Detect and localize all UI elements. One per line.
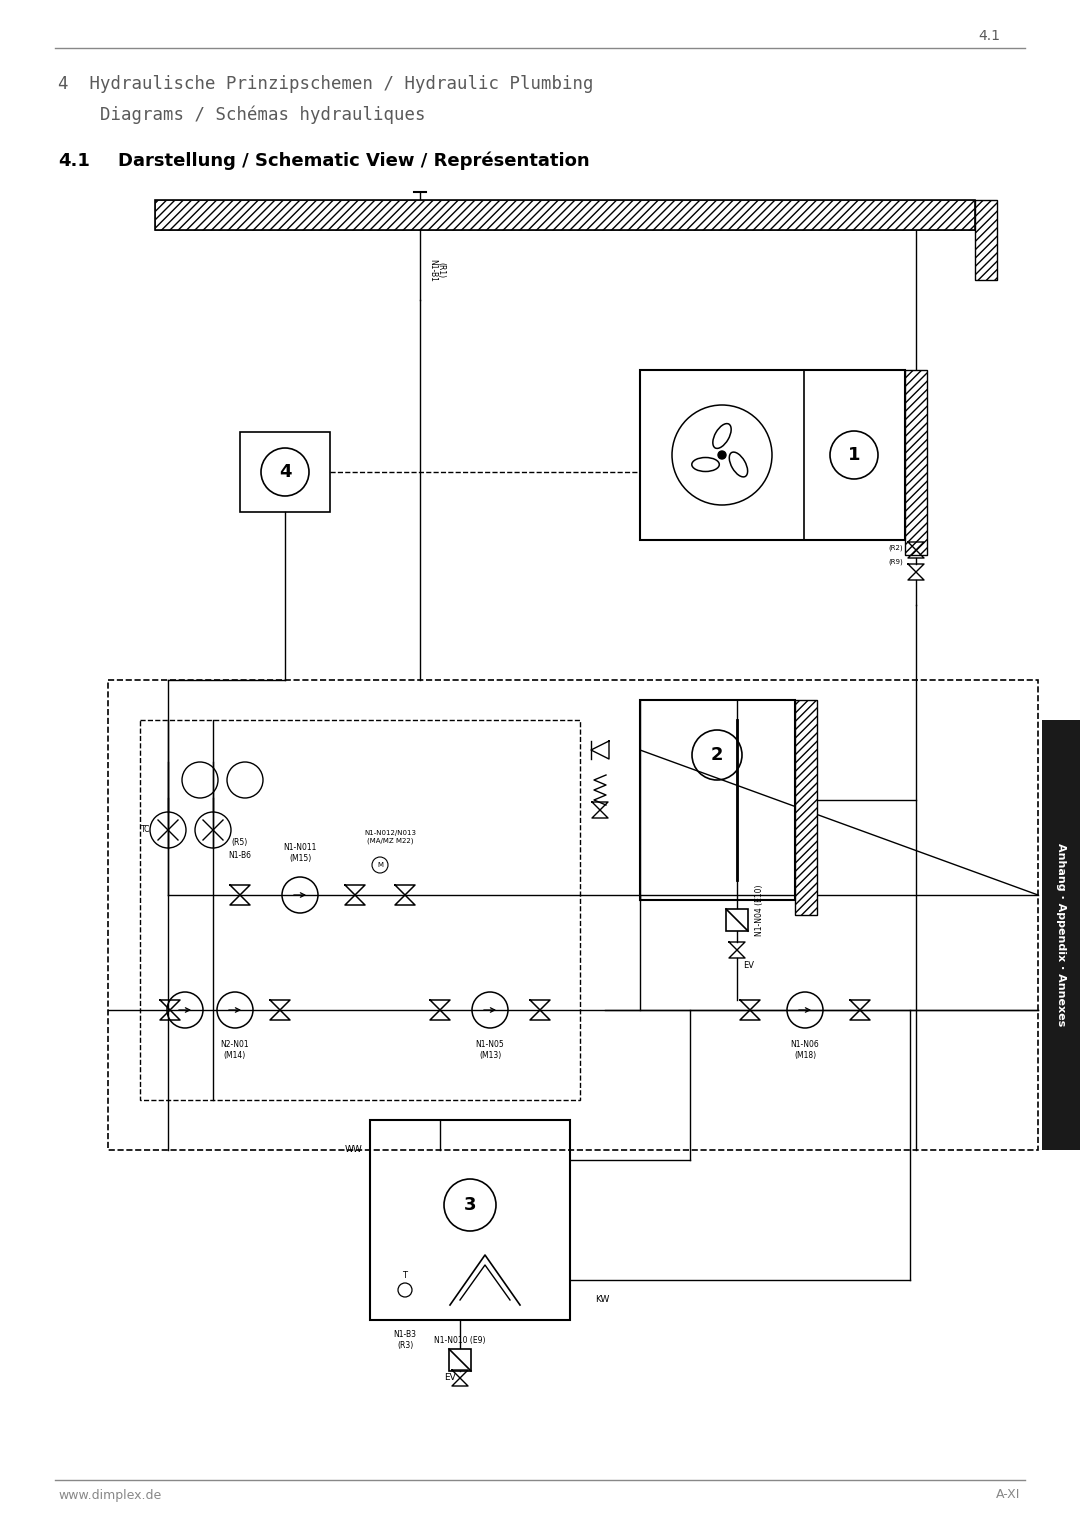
Bar (795, 699, 816, 915)
Bar (370, 1119, 570, 1319)
Text: 4  Hydraulische Prinzipschemen / Hydraulic Plumbing: 4 Hydraulische Prinzipschemen / Hydrauli… (58, 75, 594, 93)
Text: WW: WW (345, 1145, 362, 1154)
Text: N1-B3
(R3): N1-B3 (R3) (393, 1330, 417, 1350)
Text: KW: KW (595, 1295, 609, 1304)
Text: (R5): (R5) (232, 838, 248, 847)
Text: Darstellung / Schematic View / Représentation: Darstellung / Schematic View / Représent… (118, 153, 590, 171)
Text: 4.1: 4.1 (978, 29, 1000, 43)
Text: Anhang · Appendix · Annexes: Anhang · Appendix · Annexes (1056, 843, 1066, 1026)
Bar (795, 699, 816, 915)
Text: 1: 1 (848, 446, 861, 464)
Text: 4.1: 4.1 (58, 153, 90, 169)
Bar (975, 200, 997, 279)
Text: T: T (403, 1270, 407, 1280)
Bar (905, 370, 927, 554)
Text: N1-N05
(M13): N1-N05 (M13) (475, 1040, 504, 1060)
Text: N1-B1: N1-B1 (428, 258, 437, 281)
Text: TC: TC (141, 826, 151, 834)
Bar (975, 200, 997, 279)
Text: N1-N010 (E9): N1-N010 (E9) (434, 1336, 486, 1344)
Bar (240, 432, 330, 512)
Bar (449, 1348, 471, 1371)
Bar (156, 200, 975, 231)
Bar (726, 909, 748, 931)
Text: www.dimplex.de: www.dimplex.de (58, 1489, 161, 1501)
Bar (905, 370, 927, 554)
Text: EV: EV (743, 960, 754, 970)
Bar (640, 699, 795, 899)
Text: EV: EV (444, 1373, 456, 1382)
Text: N1-N04 (E10): N1-N04 (E10) (755, 884, 764, 936)
Bar (156, 200, 975, 231)
Bar (1042, 721, 1080, 1150)
Text: 3: 3 (463, 1196, 476, 1214)
Text: A-XI: A-XI (996, 1489, 1020, 1501)
Text: (R1): (R1) (436, 263, 445, 278)
Bar (640, 370, 905, 541)
Text: (R2): (R2) (889, 545, 903, 551)
Text: N1-N012/N013
(MA/MZ M22): N1-N012/N013 (MA/MZ M22) (364, 831, 416, 844)
Bar (108, 680, 1038, 1150)
Text: (R9): (R9) (888, 559, 903, 565)
Circle shape (718, 450, 726, 460)
Text: N1-N06
(M18): N1-N06 (M18) (791, 1040, 820, 1060)
Text: 2: 2 (711, 747, 724, 764)
Text: 4: 4 (279, 463, 292, 481)
Text: M: M (377, 863, 383, 867)
Text: N1-N011
(M15): N1-N011 (M15) (283, 843, 316, 863)
Text: Diagrams / Schémas hydrauliques: Diagrams / Schémas hydrauliques (58, 105, 426, 124)
Text: N1-B6: N1-B6 (229, 851, 252, 860)
Text: N2-N01
(M14): N2-N01 (M14) (220, 1040, 249, 1060)
Bar (140, 721, 580, 1099)
